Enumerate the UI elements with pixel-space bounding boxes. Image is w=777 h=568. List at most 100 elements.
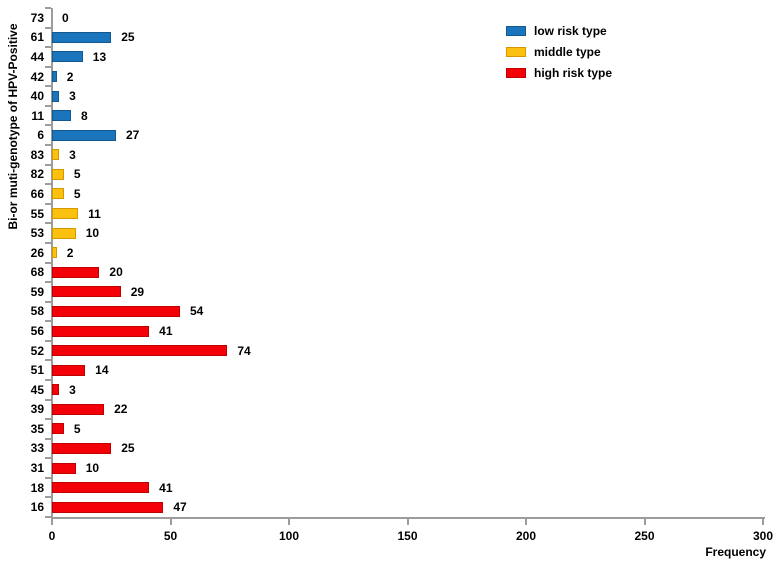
category-label: 11 xyxy=(31,108,44,123)
category-label: 18 xyxy=(30,480,44,495)
bar xyxy=(52,403,105,415)
y-axis-tick xyxy=(45,163,51,166)
value-label: 13 xyxy=(92,49,107,64)
bar xyxy=(52,90,60,102)
value-label: 5 xyxy=(73,421,81,436)
bar xyxy=(52,305,180,317)
y-axis-tick xyxy=(45,7,51,9)
x-tick-label: 200 xyxy=(515,529,537,543)
category-label: 53 xyxy=(30,226,44,241)
bar xyxy=(52,188,64,200)
bar xyxy=(52,482,150,494)
value-label: 3 xyxy=(69,89,76,104)
legend: low risk type middle type high risk type xyxy=(506,20,612,83)
legend-item-middle: middle type xyxy=(506,41,612,62)
bar xyxy=(52,208,79,220)
value-label: 54 xyxy=(189,304,204,319)
y-axis-tick xyxy=(45,378,51,381)
value-label: 22 xyxy=(114,402,128,417)
category-label: 66 xyxy=(30,186,44,201)
x-tick-label: 0 xyxy=(48,529,56,543)
category-label: 6 xyxy=(37,128,44,143)
bar xyxy=(52,442,112,454)
x-tick-label: 300 xyxy=(752,529,774,543)
category-label: 68 xyxy=(30,265,44,280)
x-axis-title: Frequency xyxy=(705,545,766,559)
x-axis-tick xyxy=(51,519,53,525)
bar xyxy=(52,462,76,474)
value-label: 25 xyxy=(121,441,135,456)
x-tick-label: 250 xyxy=(634,529,655,543)
x-axis-tick xyxy=(762,519,764,525)
category-label: 33 xyxy=(30,441,44,456)
value-label: 10 xyxy=(85,461,100,476)
y-axis-tick xyxy=(45,222,51,225)
y-axis-tick xyxy=(45,281,51,284)
bar xyxy=(52,286,121,298)
value-label: 5 xyxy=(73,167,81,182)
value-label: 0 xyxy=(62,10,69,25)
x-tick-label: 150 xyxy=(397,529,418,543)
y-axis-tick xyxy=(45,202,51,205)
category-label: 61 xyxy=(30,30,44,45)
x-axis-tick xyxy=(525,519,527,525)
y-axis-tick xyxy=(45,46,51,49)
bar xyxy=(52,110,71,122)
category-label: 73 xyxy=(30,10,44,25)
value-label: 47 xyxy=(173,500,187,515)
category-label: 26 xyxy=(30,245,44,260)
category-label: 55 xyxy=(30,206,44,221)
low-risk-swatch-icon xyxy=(506,25,526,36)
plot-area: 73 0 61 25 44 13 42 2 40 3 11 8 6 27 83 3 82 5 66 5 55 11 53 10… xyxy=(31,7,773,543)
legend-item-low-risk: low risk type xyxy=(506,20,612,41)
y-axis-tick xyxy=(45,457,51,460)
category-label: 42 xyxy=(30,69,44,84)
y-axis-tick xyxy=(45,183,51,186)
bar xyxy=(52,129,116,141)
y-axis-tick xyxy=(45,359,51,362)
category-label: 16 xyxy=(30,500,44,515)
y-axis-line xyxy=(51,8,53,519)
category-label: 45 xyxy=(30,382,44,397)
bar xyxy=(52,168,64,180)
bar xyxy=(52,501,164,513)
bar xyxy=(52,227,76,239)
category-label: 58 xyxy=(30,304,44,319)
value-label: 10 xyxy=(85,226,100,241)
legend-item-high-risk: high risk type xyxy=(506,62,612,83)
x-axis-tick xyxy=(169,519,172,525)
category-label: 52 xyxy=(30,343,44,358)
legend-label: low risk type xyxy=(534,23,607,38)
value-label: 25 xyxy=(121,30,135,45)
value-label: 20 xyxy=(109,265,123,280)
value-label: 27 xyxy=(125,128,140,143)
bar xyxy=(52,384,60,396)
bar xyxy=(52,149,60,161)
x-tick-label: 50 xyxy=(163,529,178,543)
value-label: 2 xyxy=(66,69,74,84)
category-label: 31 xyxy=(30,461,44,476)
category-label: 44 xyxy=(30,49,44,64)
category-label: 56 xyxy=(30,324,44,339)
legend-label: middle type xyxy=(534,44,601,59)
value-label: 3 xyxy=(69,147,76,162)
bar xyxy=(52,51,83,63)
y-axis-tick xyxy=(45,516,51,518)
bar xyxy=(52,423,64,435)
value-label: 41 xyxy=(159,480,173,495)
y-axis-tick xyxy=(45,398,51,401)
y-axis-tick xyxy=(45,85,51,88)
category-label: 51 xyxy=(30,363,44,378)
x-axis-tick xyxy=(643,519,646,525)
value-label: 29 xyxy=(130,284,145,299)
x-axis-tick xyxy=(406,519,409,525)
y-axis-tick xyxy=(45,144,51,147)
category-label: 83 xyxy=(30,147,44,162)
value-label: 2 xyxy=(66,245,74,260)
x-axis-line xyxy=(51,517,765,519)
y-axis-tick xyxy=(45,300,51,303)
value-label: 41 xyxy=(159,324,173,339)
bar xyxy=(52,364,86,376)
bar xyxy=(52,71,57,83)
